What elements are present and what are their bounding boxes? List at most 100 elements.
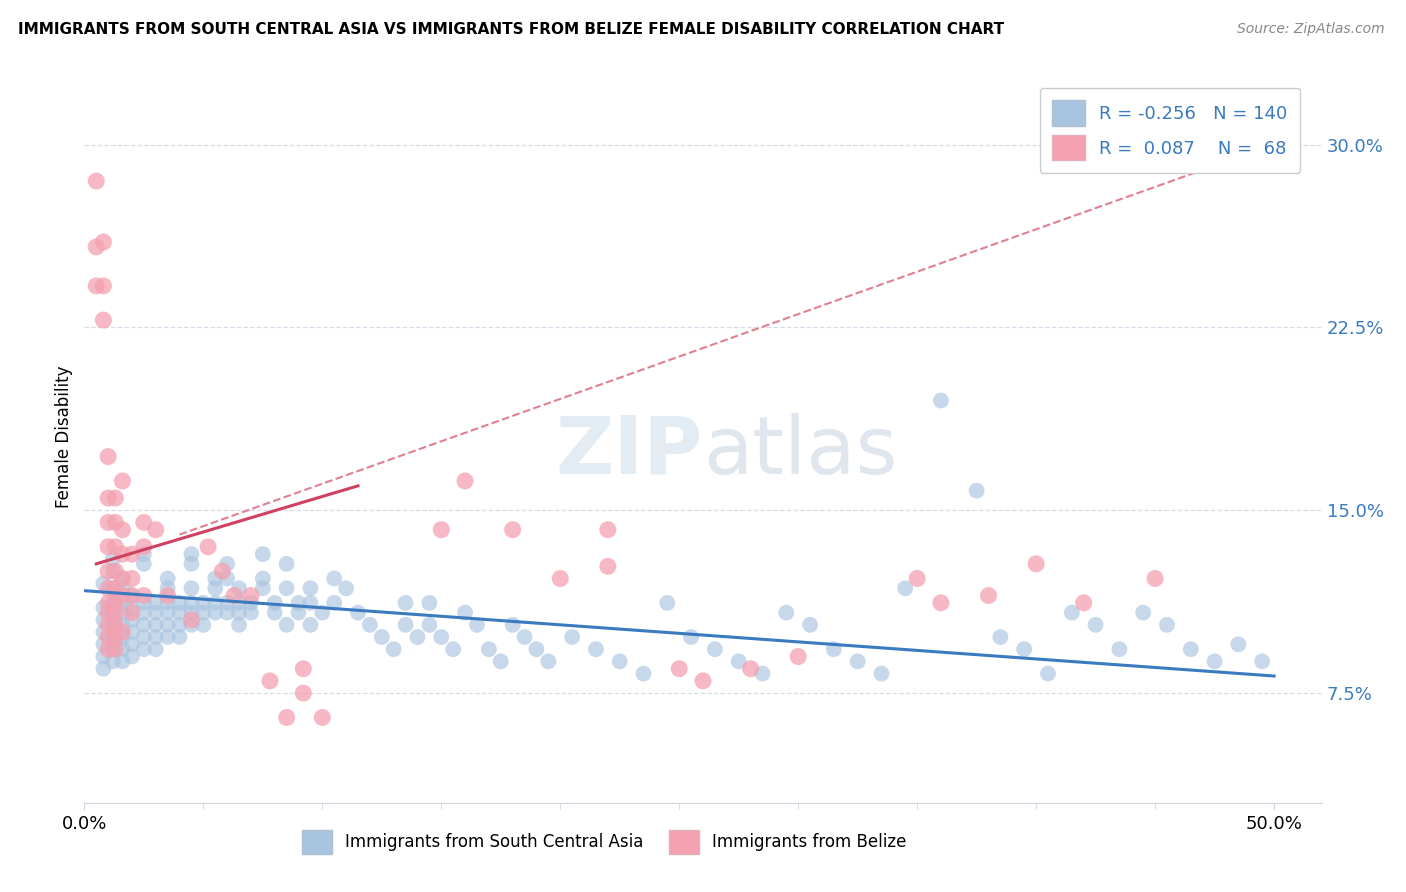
Point xyxy=(193,596,215,610)
Point xyxy=(406,630,429,644)
Point xyxy=(299,581,322,595)
Point xyxy=(121,649,143,664)
Point xyxy=(1108,642,1130,657)
Point xyxy=(633,666,655,681)
Point xyxy=(751,666,773,681)
Point xyxy=(204,572,226,586)
Point xyxy=(1084,617,1107,632)
Point xyxy=(97,630,120,644)
Point xyxy=(335,581,357,595)
Point xyxy=(101,630,124,644)
Point xyxy=(454,606,477,620)
Point xyxy=(228,581,250,595)
Point xyxy=(180,557,202,571)
Point xyxy=(104,606,127,620)
Point xyxy=(609,654,631,668)
Point xyxy=(104,540,127,554)
Point xyxy=(121,589,143,603)
Point xyxy=(252,581,274,595)
Point xyxy=(224,589,246,603)
Point xyxy=(132,540,155,554)
Point xyxy=(101,606,124,620)
Point xyxy=(1180,642,1202,657)
Point xyxy=(145,596,167,610)
Point xyxy=(478,642,501,657)
Point xyxy=(101,642,124,657)
Point xyxy=(104,516,127,530)
Point xyxy=(156,630,179,644)
Point xyxy=(145,606,167,620)
Point xyxy=(1144,572,1167,586)
Point xyxy=(193,617,215,632)
Point xyxy=(894,581,917,595)
Point xyxy=(145,617,167,632)
Point xyxy=(977,589,1000,603)
Point xyxy=(101,596,124,610)
Point xyxy=(197,540,219,554)
Point xyxy=(121,613,143,627)
Point xyxy=(169,617,191,632)
Point xyxy=(121,600,143,615)
Text: ZIP: ZIP xyxy=(555,413,703,491)
Point xyxy=(263,606,285,620)
Y-axis label: Female Disability: Female Disability xyxy=(55,366,73,508)
Point xyxy=(1156,617,1178,632)
Text: IMMIGRANTS FROM SOUTH CENTRAL ASIA VS IMMIGRANTS FROM BELIZE FEMALE DISABILITY C: IMMIGRANTS FROM SOUTH CENTRAL ASIA VS IM… xyxy=(18,22,1004,37)
Point xyxy=(104,642,127,657)
Point xyxy=(180,613,202,627)
Point xyxy=(276,617,298,632)
Point xyxy=(97,581,120,595)
Point xyxy=(382,642,405,657)
Point xyxy=(84,279,107,293)
Point xyxy=(990,630,1012,644)
Point xyxy=(596,523,619,537)
Point xyxy=(217,606,239,620)
Point xyxy=(870,666,893,681)
Point xyxy=(93,662,115,676)
Point xyxy=(371,630,394,644)
Point xyxy=(101,581,124,595)
Point xyxy=(132,630,155,644)
Point xyxy=(846,654,869,668)
Point xyxy=(180,606,202,620)
Point xyxy=(169,606,191,620)
Point xyxy=(526,642,548,657)
Point xyxy=(1036,666,1059,681)
Point xyxy=(97,540,120,554)
Point xyxy=(323,572,346,586)
Point xyxy=(799,617,821,632)
Point xyxy=(93,279,115,293)
Point xyxy=(93,625,115,640)
Point xyxy=(101,552,124,566)
Point xyxy=(111,625,134,640)
Point xyxy=(211,564,233,578)
Point xyxy=(323,596,346,610)
Point xyxy=(121,572,143,586)
Point xyxy=(121,547,143,561)
Point xyxy=(121,625,143,640)
Point xyxy=(104,564,127,578)
Point xyxy=(692,673,714,688)
Point xyxy=(111,642,134,657)
Point xyxy=(104,581,127,595)
Point xyxy=(111,654,134,668)
Point xyxy=(93,649,115,664)
Point xyxy=(97,516,120,530)
Point xyxy=(156,589,179,603)
Point xyxy=(311,606,333,620)
Point xyxy=(97,606,120,620)
Point xyxy=(823,642,845,657)
Point xyxy=(292,662,315,676)
Point xyxy=(394,596,416,610)
Point xyxy=(252,547,274,561)
Point xyxy=(111,572,134,586)
Point xyxy=(97,564,120,578)
Point xyxy=(1227,637,1250,651)
Point xyxy=(204,596,226,610)
Point xyxy=(1073,596,1095,610)
Point xyxy=(228,606,250,620)
Point xyxy=(217,572,239,586)
Point xyxy=(292,686,315,700)
Point xyxy=(121,589,143,603)
Point xyxy=(727,654,749,668)
